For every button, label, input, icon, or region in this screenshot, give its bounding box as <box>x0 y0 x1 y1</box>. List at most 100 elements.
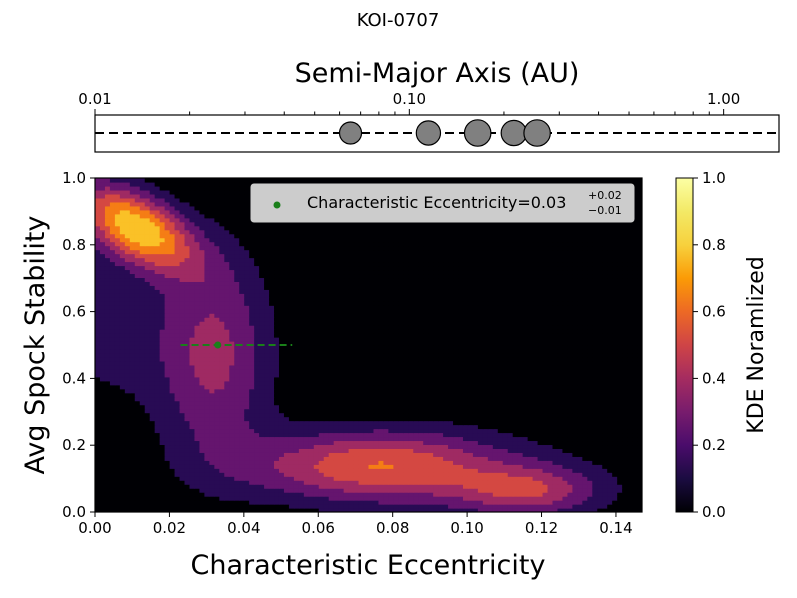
kde-cell <box>179 424 186 430</box>
kde-cell <box>313 396 320 402</box>
kde-cell <box>288 428 295 434</box>
kde-cell <box>109 472 116 477</box>
kde-cell <box>512 424 519 430</box>
kde-cell <box>134 500 141 505</box>
kde-cell <box>214 400 220 406</box>
kde-cell <box>428 412 434 418</box>
kde-cell <box>164 452 171 457</box>
kde-cell <box>353 345 360 350</box>
kde-cell <box>627 416 633 422</box>
kde-cell <box>622 436 628 442</box>
kde-cell <box>174 376 181 382</box>
kde-cell <box>144 480 151 485</box>
kde-cell <box>597 496 603 501</box>
kde-cell <box>204 452 210 457</box>
kde-cell <box>458 368 464 374</box>
kde-cell <box>438 428 444 434</box>
kde-cell <box>433 424 439 430</box>
kde-cell <box>298 380 305 386</box>
kde-cell <box>487 404 494 410</box>
kde-cell <box>567 368 573 374</box>
kde-cell <box>403 452 409 457</box>
kde-cell <box>149 356 156 362</box>
kde-cell <box>567 400 573 406</box>
kde-cell <box>577 456 583 461</box>
kde-cell <box>274 404 280 410</box>
kde-cell <box>229 408 235 414</box>
kde-cell <box>637 500 642 505</box>
kde-cell <box>368 472 375 477</box>
kde-cell <box>254 456 260 461</box>
kde-cell <box>607 337 613 342</box>
kde-cell <box>448 376 454 382</box>
kde-cell <box>542 468 549 473</box>
kde-cell <box>169 464 176 469</box>
kde-cell <box>378 472 385 477</box>
kde-cell <box>194 464 201 469</box>
kde-cell <box>199 376 205 382</box>
kde-cell <box>373 416 380 422</box>
kde-cell <box>99 420 106 426</box>
kde-cell <box>612 364 618 370</box>
kde-cell <box>472 376 479 382</box>
kde-cell <box>239 476 245 481</box>
kde-cell <box>467 404 474 410</box>
kde-cell <box>328 428 335 434</box>
kde-cell <box>234 484 240 489</box>
kde-cell <box>154 384 161 390</box>
kde-cell <box>363 472 370 477</box>
kde-cell <box>239 432 245 438</box>
kde-cell <box>393 380 399 386</box>
kde-cell <box>443 460 449 465</box>
kde-cell <box>293 384 300 390</box>
kde-cell <box>438 352 444 358</box>
kde-cell <box>438 333 444 338</box>
kde-cell <box>462 428 469 434</box>
kde-cell <box>164 360 171 366</box>
kde-cell <box>408 376 414 382</box>
kde-cell <box>572 432 578 438</box>
kde-cell <box>378 372 385 378</box>
kde-cell <box>537 424 544 430</box>
kde-cell <box>388 456 394 461</box>
kde-cell <box>244 452 250 457</box>
kde-cell <box>264 508 270 512</box>
kde-cell <box>269 484 275 489</box>
kde-cell <box>567 440 573 446</box>
kde-cell <box>249 400 255 406</box>
kde-cell <box>413 480 419 485</box>
kde-cell <box>477 444 484 449</box>
kde-cell <box>383 508 389 512</box>
kde-cell <box>388 440 394 446</box>
kde-cell <box>403 488 409 493</box>
kde-cell <box>104 352 111 358</box>
kde-cell <box>99 508 106 512</box>
kde-cell <box>462 504 469 509</box>
kde-cell <box>239 392 245 398</box>
kde-cell <box>398 364 404 370</box>
kde-cell <box>502 440 509 446</box>
kde-cell <box>517 364 524 370</box>
kde-cell <box>164 352 171 358</box>
kde-cell <box>274 416 280 422</box>
kde-cell <box>274 460 280 465</box>
kde-cell <box>229 333 235 338</box>
kde-cell <box>278 456 285 461</box>
kde-cell <box>114 492 121 497</box>
kde-cell <box>637 420 642 426</box>
kde-cell <box>328 341 335 346</box>
kde-cell <box>497 432 504 438</box>
kde-cell <box>607 496 613 501</box>
kde-cell <box>517 428 524 434</box>
kde-cell <box>154 448 161 453</box>
kde-cell <box>184 428 191 434</box>
kde-cell <box>353 476 360 481</box>
kde-cell <box>209 428 215 434</box>
kde-cell <box>288 412 295 418</box>
kde-cell <box>124 500 131 505</box>
kde-cell <box>368 333 375 338</box>
kde-cell <box>552 364 559 370</box>
kde-cell <box>149 500 156 505</box>
kde-cell <box>274 333 280 338</box>
kde-cell <box>438 468 444 473</box>
